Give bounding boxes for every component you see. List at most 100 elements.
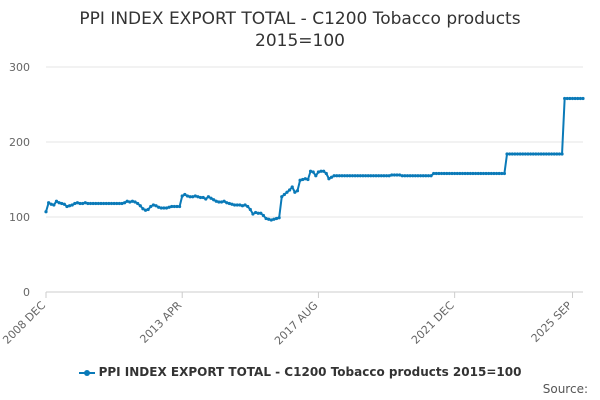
data-point bbox=[329, 175, 334, 179]
data-point bbox=[251, 212, 255, 216]
data-point bbox=[453, 171, 457, 176]
data-point bbox=[70, 203, 74, 207]
data-point bbox=[356, 174, 360, 178]
data-point bbox=[534, 152, 538, 156]
data-point bbox=[225, 201, 229, 205]
data-point bbox=[450, 171, 454, 176]
data-point bbox=[447, 171, 451, 176]
y-axis: 0 100 200 300 bbox=[9, 61, 30, 299]
data-point bbox=[439, 171, 444, 176]
data-point bbox=[539, 152, 543, 156]
data-point bbox=[290, 185, 294, 189]
data-point bbox=[424, 174, 428, 178]
data-point bbox=[437, 171, 441, 176]
data-point bbox=[555, 152, 559, 156]
data-point bbox=[366, 174, 370, 178]
data-point bbox=[303, 177, 307, 181]
data-point bbox=[102, 201, 106, 206]
data-point bbox=[542, 152, 546, 156]
y-tick-label-0: 0 bbox=[23, 286, 30, 299]
data-point bbox=[44, 210, 48, 214]
data-point bbox=[75, 201, 80, 205]
data-point bbox=[518, 152, 522, 156]
data-point bbox=[280, 195, 284, 199]
source-label: Source: bbox=[542, 382, 588, 396]
data-point bbox=[91, 201, 95, 206]
data-point bbox=[227, 201, 231, 206]
data-point bbox=[581, 96, 585, 101]
data-point bbox=[86, 201, 90, 206]
data-point bbox=[322, 169, 326, 173]
data-point bbox=[52, 203, 56, 207]
data-point bbox=[256, 211, 260, 215]
data-point bbox=[348, 174, 352, 178]
data-point bbox=[445, 171, 449, 176]
y-tick-label-100: 100 bbox=[9, 211, 30, 224]
data-point bbox=[272, 217, 276, 221]
data-point bbox=[387, 174, 391, 178]
data-point bbox=[188, 195, 192, 199]
data-point bbox=[183, 192, 187, 197]
data-point bbox=[274, 216, 279, 221]
data-point bbox=[282, 192, 286, 197]
data-point bbox=[523, 152, 527, 156]
data-point bbox=[508, 152, 512, 156]
data-point bbox=[209, 196, 213, 200]
data-point bbox=[529, 152, 533, 156]
data-point bbox=[248, 207, 252, 212]
data-point bbox=[471, 171, 475, 176]
data-point bbox=[267, 217, 271, 221]
data-point bbox=[494, 171, 499, 176]
legend-label: PPI INDEX EXPORT TOTAL - C1200 Tobacco p… bbox=[98, 365, 522, 379]
data-point bbox=[130, 199, 135, 203]
data-point bbox=[172, 204, 176, 209]
data-point bbox=[398, 173, 402, 177]
data-point bbox=[474, 171, 478, 176]
data-point bbox=[421, 174, 425, 178]
data-point bbox=[350, 174, 355, 178]
data-point bbox=[154, 204, 158, 208]
data-point bbox=[563, 96, 567, 101]
data-point bbox=[479, 171, 483, 176]
data-point bbox=[353, 174, 357, 178]
x-tick-label-1: 2013 APR bbox=[137, 299, 184, 346]
data-point bbox=[521, 152, 525, 156]
data-point bbox=[125, 199, 129, 203]
data-point bbox=[269, 218, 273, 222]
data-point bbox=[219, 200, 224, 204]
data-point bbox=[416, 174, 420, 178]
data-point bbox=[505, 152, 509, 156]
data-point bbox=[235, 203, 239, 207]
data-point bbox=[332, 174, 336, 178]
data-point bbox=[198, 195, 203, 200]
data-point bbox=[233, 203, 237, 207]
data-point bbox=[390, 173, 394, 177]
data-point bbox=[261, 213, 266, 218]
data-point bbox=[578, 96, 582, 101]
data-point bbox=[47, 201, 51, 205]
data-point bbox=[382, 174, 386, 178]
data-point bbox=[468, 171, 472, 176]
data-point bbox=[288, 188, 292, 192]
data-point bbox=[316, 170, 321, 174]
data-point bbox=[301, 177, 305, 182]
data-point bbox=[487, 171, 491, 176]
x-tick-label-3: 2021 DEC bbox=[409, 299, 457, 347]
data-point bbox=[345, 174, 349, 178]
data-point bbox=[277, 216, 281, 220]
data-point bbox=[298, 178, 302, 182]
data-point bbox=[57, 201, 61, 205]
data-point bbox=[206, 195, 211, 199]
data-point bbox=[253, 210, 258, 215]
data-point bbox=[371, 174, 376, 178]
legend[interactable]: PPI INDEX EXPORT TOTAL - C1200 Tobacco p… bbox=[0, 365, 600, 379]
data-point bbox=[484, 171, 488, 176]
data-point bbox=[513, 152, 517, 156]
data-point bbox=[481, 171, 486, 176]
data-point bbox=[549, 152, 554, 156]
data-point bbox=[442, 171, 446, 176]
data-point bbox=[214, 199, 218, 203]
data-point bbox=[476, 171, 480, 176]
data-point bbox=[547, 152, 551, 156]
data-point bbox=[361, 174, 365, 178]
